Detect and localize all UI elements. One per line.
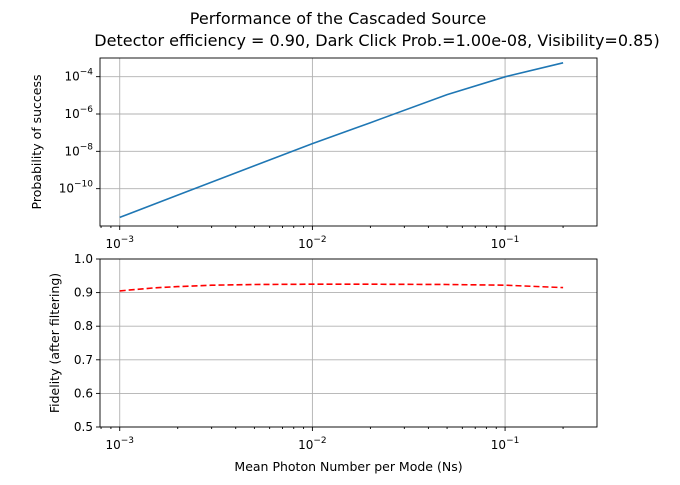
y-axis-label: Fidelity (after filtering) [47,273,62,413]
x-tick-label-base: 10 [298,237,313,251]
y-tick-label: 0.6 [74,386,93,400]
x-tick-label-exponent: −3 [121,436,134,446]
x-tick-label: 10−2 [298,235,327,251]
y-tick-label-exponent: −8 [80,142,94,152]
x-tick-label-exponent: −3 [121,235,134,245]
x-tick-label-base: 10 [491,237,506,251]
y-tick-label: 10−6 [64,105,93,121]
y-tick-label-base: 10 [64,107,79,121]
y-tick-label: 0.5 [74,420,93,434]
series-line [119,62,564,219]
x-tick-label: 10−3 [105,235,134,251]
x-tick-label-exponent: −1 [506,436,519,446]
x-tick-label-base: 10 [298,438,313,452]
y-tick-label: 0.8 [74,319,93,333]
x-tick-label-base: 10 [105,438,120,452]
plot-frame [99,57,598,227]
y-tick-label: 0.7 [74,353,93,367]
x-tick-label-exponent: −1 [506,235,519,245]
y-axis-label: Probability of success [29,75,44,210]
x-tick-label: 10−3 [105,436,134,452]
x-tick-label-base: 10 [105,237,120,251]
y-tick-label-exponent: −10 [74,180,93,190]
x-tick-label-exponent: −2 [313,436,326,446]
y-tick-label-base: 10 [59,182,74,196]
x-axis-label: Mean Photon Number per Mode (Ns) [234,459,462,474]
y-tick-label-exponent: −6 [80,105,94,115]
chart-subtitle: Detector efficiency = 0.90, Dark Click P… [94,31,659,50]
x-tick-label: 10−2 [298,436,327,452]
chart-title: Performance of the Cascaded Source [190,9,486,28]
x-tick-label-base: 10 [491,438,506,452]
y-tick-label-base: 10 [64,70,79,84]
success-probability-panel: 10−3 10−2 10−110−1010−810−610−4Probability… [29,57,598,251]
y-tick-label: 10−10 [59,180,94,196]
y-tick-label: 10−8 [64,142,93,158]
x-tick-label-exponent: −2 [313,235,326,245]
plot-frame [99,258,598,428]
y-tick-label-base: 10 [64,144,79,158]
y-tick-label: 10−4 [64,68,93,84]
y-tick-label: 0.9 [74,286,93,300]
series-line [119,283,564,292]
x-tick-label: 10−1 [491,436,520,452]
y-tick-label-exponent: −4 [80,68,94,78]
x-tick-label: 10−1 [491,235,520,251]
y-tick-label: 1.0 [74,252,93,266]
